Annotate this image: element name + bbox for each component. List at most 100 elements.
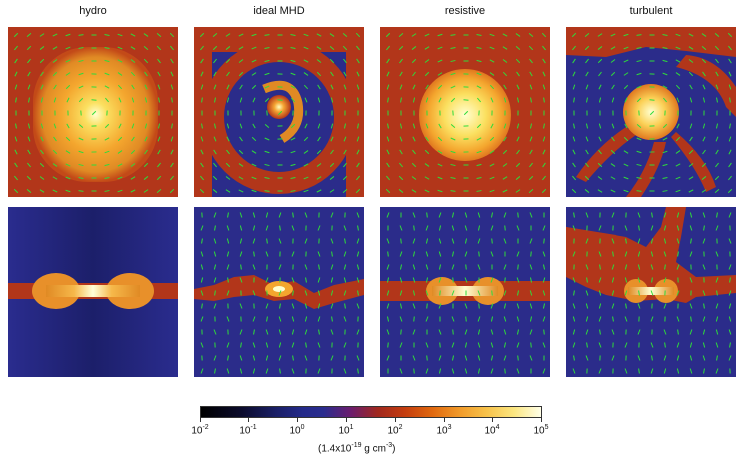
field-vector (452, 329, 454, 335)
field-vector (411, 33, 417, 37)
field-vector (689, 355, 693, 361)
field-vector (399, 84, 403, 90)
field-vector (317, 84, 321, 90)
field-vector (303, 163, 309, 167)
field-vector (598, 303, 602, 309)
field-vector (343, 84, 347, 90)
field-vector (489, 150, 495, 154)
field-vector (676, 225, 680, 231)
field-vector (450, 72, 456, 76)
field-vector (200, 45, 204, 51)
field-vector (728, 58, 732, 64)
field-vector (400, 238, 402, 244)
field-vector (279, 368, 281, 374)
column-title-ideal-mhd: ideal MHD (253, 5, 305, 17)
field-vector (585, 355, 589, 361)
field-vector (675, 163, 681, 167)
field-vector (636, 34, 642, 36)
field-vector (264, 85, 270, 89)
field-vector (213, 58, 217, 64)
field-vector (39, 33, 45, 37)
field-vector (117, 189, 123, 193)
field-vector (214, 368, 216, 374)
field-vector (465, 264, 467, 270)
field-vector (412, 264, 416, 270)
field-vector (91, 110, 97, 116)
field-vector (386, 45, 390, 51)
field-vector (264, 190, 270, 192)
field-vector (65, 163, 71, 167)
field-vector (572, 342, 576, 348)
field-vector (39, 162, 45, 168)
field-vector (676, 212, 680, 218)
field-vector (240, 342, 242, 348)
field-vector (515, 162, 521, 168)
field-vector (104, 46, 110, 50)
field-vector (438, 251, 442, 257)
field-vector (689, 251, 693, 257)
field-vector (437, 46, 443, 50)
field-vector (27, 162, 31, 168)
field-vector (677, 329, 679, 335)
field-vector (477, 316, 481, 322)
panel-resistive-edge-on (380, 207, 550, 377)
field-vector (542, 71, 546, 77)
field-vector (214, 225, 216, 231)
field-vector (329, 162, 335, 168)
field-vector (226, 123, 230, 129)
field-vector (251, 176, 257, 180)
field-vector (688, 176, 694, 180)
field-vector (266, 238, 268, 244)
field-vector (573, 212, 575, 218)
field-vector (387, 123, 389, 129)
field-vector (701, 58, 707, 64)
field-vector (599, 264, 601, 270)
field-vector (586, 342, 588, 348)
field-vector (477, 212, 481, 218)
field-vector (200, 71, 204, 77)
field-vector (651, 277, 653, 283)
field-vector (610, 46, 616, 50)
field-vector (157, 58, 161, 64)
field-vector (303, 33, 309, 37)
field-vector (572, 162, 576, 168)
field-vector (437, 59, 443, 63)
field-vector (343, 162, 347, 168)
field-vector (597, 176, 603, 180)
field-vector (623, 163, 629, 167)
field-vector (225, 46, 231, 50)
field-vector (529, 290, 533, 296)
field-vector (636, 72, 642, 76)
field-vector (226, 264, 230, 270)
field-vector (398, 175, 404, 181)
field-vector (399, 264, 403, 270)
field-vector (715, 251, 719, 257)
field-vector (356, 212, 360, 218)
field-vector (478, 303, 480, 309)
field-vector (489, 189, 495, 193)
field-vector (476, 59, 482, 63)
panel-ideal-mhd-face-on (194, 27, 364, 197)
field-vector (199, 175, 205, 181)
field-vector (78, 59, 84, 63)
field-vector (330, 149, 334, 155)
field-vector (26, 45, 32, 51)
field-vector (623, 84, 629, 90)
field-vector (476, 190, 482, 192)
field-vector (450, 97, 456, 103)
field-vector (451, 251, 455, 257)
field-vector (598, 342, 602, 348)
field-vector (52, 189, 58, 193)
field-vector (663, 355, 667, 361)
field-vector (290, 34, 296, 36)
field-vector (52, 163, 58, 167)
field-vector (157, 149, 161, 155)
field-vector (572, 149, 576, 155)
field-vector (104, 190, 110, 192)
field-vector (200, 225, 204, 231)
field-vector (265, 303, 269, 309)
field-vector (623, 72, 629, 76)
field-vector (689, 368, 693, 374)
field-vector (200, 149, 204, 155)
field-vector (386, 71, 390, 77)
